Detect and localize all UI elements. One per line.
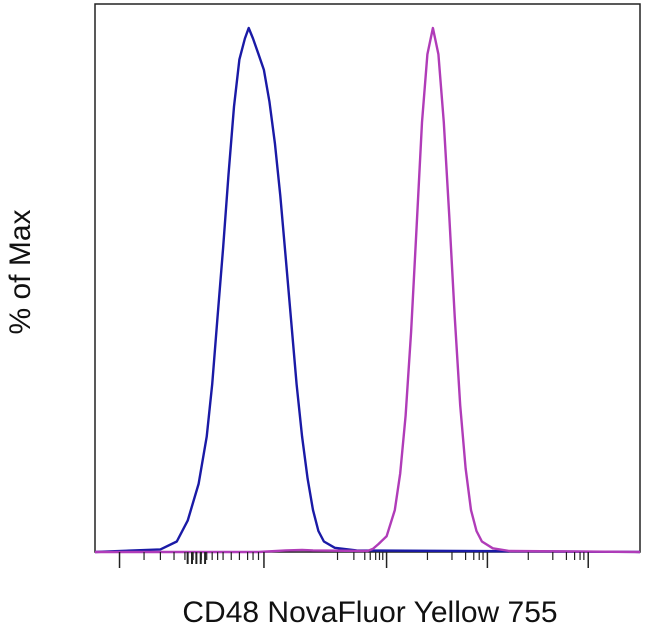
histogram-series-1 xyxy=(94,26,641,554)
x-axis-ticks xyxy=(118,552,589,568)
plot-border xyxy=(94,3,641,553)
series-layer xyxy=(94,26,641,554)
y-axis-title: % of Max xyxy=(4,209,37,334)
x-axis-title: CD48 NovaFluor Yellow 755 xyxy=(182,596,557,629)
histogram-series-2 xyxy=(95,26,641,554)
plot-frame xyxy=(94,3,641,553)
